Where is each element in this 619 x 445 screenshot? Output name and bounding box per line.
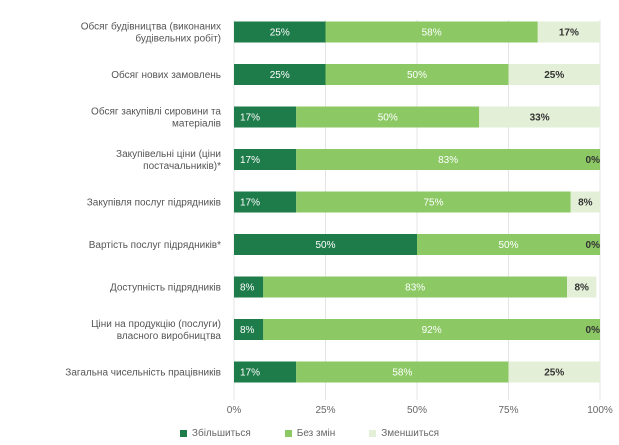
- data-label: 17%: [240, 198, 260, 209]
- data-label: 8%: [574, 283, 589, 294]
- data-label: 33%: [530, 113, 550, 124]
- data-label: 17%: [559, 28, 579, 39]
- bar-segment: [234, 319, 264, 340]
- x-tick-label: 100%: [587, 405, 613, 416]
- data-label: 8%: [240, 325, 255, 336]
- bar-segment: [234, 361, 297, 383]
- category-label: Обсяг закупівлі сировини та: [91, 106, 221, 118]
- bar-segment: [325, 64, 509, 85]
- data-label: 92%: [422, 325, 442, 336]
- bar-segment: [325, 21, 538, 43]
- data-label: 0%: [586, 155, 601, 166]
- x-axis-tick-labels: 0% 25% 50% 75% 100%: [227, 405, 613, 416]
- data-label: 25%: [544, 368, 564, 379]
- data-label: 0%: [586, 325, 601, 336]
- legend-label: Збільшиться: [191, 428, 251, 439]
- x-tick-label: 25%: [315, 405, 335, 416]
- data-label: 25%: [544, 70, 564, 81]
- bar-segment: [508, 64, 600, 85]
- legend-swatch: [284, 430, 292, 437]
- category-label: будівельних робіт): [135, 33, 221, 45]
- x-tick-label: 50%: [407, 405, 427, 416]
- category-label: Загальна чисельність працівників: [65, 368, 221, 379]
- bar-segment: [234, 21, 326, 43]
- data-label: 8%: [578, 198, 593, 209]
- bar-segment: [234, 276, 264, 298]
- bar-segment: [296, 361, 509, 383]
- legend-label: Зменшиться: [381, 428, 440, 439]
- data-label: 25%: [270, 70, 290, 81]
- category-label: Закупівля послуг підрядників: [87, 198, 221, 209]
- category-label: Доступність підрядників: [110, 283, 221, 294]
- data-label: 17%: [240, 368, 260, 379]
- data-label: 8%: [240, 283, 255, 294]
- data-label: 83%: [438, 155, 458, 166]
- data-label: 50%: [378, 113, 398, 124]
- data-labels: 25% 58% 17% 25% 50% 25% 17% 50% 33% 17% 83% 0% 17% 75…: [240, 28, 600, 379]
- legend-item: Без змін: [284, 428, 336, 439]
- data-label: 58%: [392, 368, 412, 379]
- data-label: 17%: [240, 155, 260, 166]
- bar-segment: [234, 106, 297, 128]
- category-label: власного виробництва: [117, 330, 222, 342]
- category-label: Вартість послуг підрядників*: [89, 240, 221, 251]
- category-labels: Обсяг будівництва (виконанихбудівельних …: [65, 21, 221, 379]
- data-label: 58%: [422, 28, 442, 39]
- bar-segment: [567, 276, 597, 298]
- data-label: 17%: [240, 113, 260, 124]
- bar-segment: [537, 21, 600, 43]
- category-label: Обсяг нових замовлень: [111, 69, 221, 81]
- legend-swatch: [179, 430, 187, 437]
- legend-label: Без змін: [296, 428, 336, 439]
- bar-segment: [296, 106, 480, 128]
- bar-segment: [234, 64, 326, 85]
- data-label: 25%: [270, 28, 290, 39]
- legend-item: Зменшиться: [369, 428, 439, 439]
- category-label: матеріалів: [172, 119, 221, 130]
- data-label: 50%: [315, 240, 335, 251]
- data-label: 75%: [423, 198, 443, 209]
- bars: [234, 21, 600, 383]
- bar-segment: [479, 106, 600, 128]
- bar-segment: [234, 234, 417, 255]
- bar-segment: [296, 149, 600, 170]
- data-label: 0%: [586, 240, 601, 251]
- category-label: Обсяг будівництва (виконаних: [81, 21, 221, 33]
- legend-swatch: [369, 430, 377, 437]
- category-label: Ціни на продукцію (послуги): [91, 319, 221, 330]
- bar-segment: [263, 319, 600, 340]
- bar-segment: [417, 234, 600, 255]
- bar-segment: [570, 191, 600, 213]
- bar-segment: [234, 191, 297, 213]
- category-label: постачальників)*: [143, 161, 221, 172]
- bar-segment: [508, 361, 600, 383]
- x-tick-label: 75%: [498, 405, 518, 416]
- x-tick-label: 0%: [227, 405, 242, 416]
- bar-segment: [263, 276, 568, 298]
- category-label: Закупівельні ціни (ціни: [116, 149, 221, 160]
- bar-segment: [234, 149, 297, 170]
- legend-item: Збільшиться: [179, 428, 251, 439]
- bar-segment: [296, 191, 571, 213]
- data-label: 50%: [498, 240, 518, 251]
- data-label: 83%: [405, 283, 425, 294]
- legend: Збільшиться Без змін Зменшиться: [0, 428, 619, 439]
- data-label: 50%: [407, 70, 427, 81]
